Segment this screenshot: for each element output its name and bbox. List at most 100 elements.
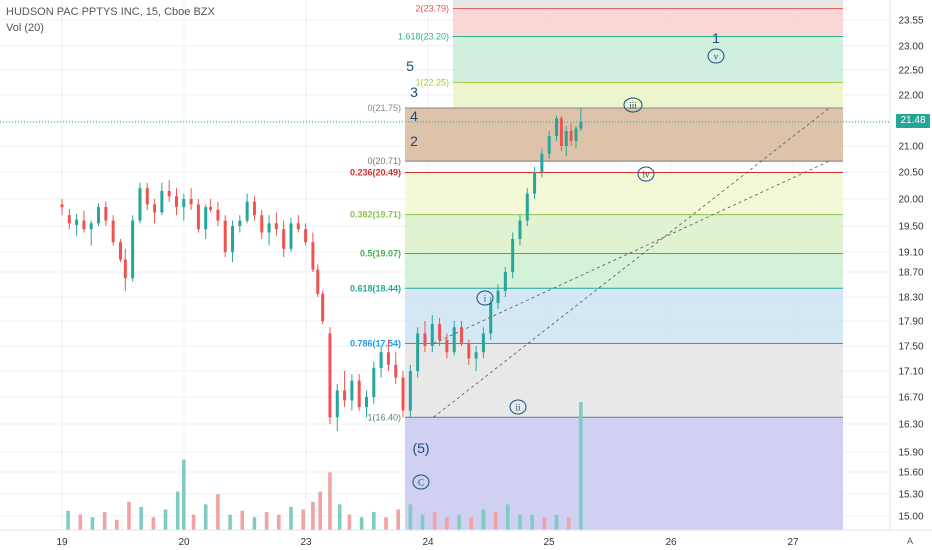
price-tick-label: 15.30: [898, 490, 923, 501]
volume-bar: [203, 504, 208, 530]
time-tick-label: 24: [422, 537, 434, 548]
price-tick-label: 22.00: [898, 91, 923, 102]
candle-body: [511, 239, 515, 272]
candle-body: [209, 207, 213, 210]
volume-bar: [372, 512, 376, 530]
wave-circle: [412, 474, 430, 490]
candle-body: [216, 209, 220, 221]
volume-bar: [566, 517, 571, 530]
candle-body: [555, 118, 559, 136]
volume-bars: [66, 402, 583, 530]
volume-bar: [469, 517, 474, 530]
fib-level-label: 0.236(20.49): [350, 168, 401, 178]
candle-body: [386, 352, 390, 365]
price-tick-label: 16.70: [898, 393, 923, 404]
trendlines: [433, 107, 830, 418]
fib-level-label: 0.618(18.44): [350, 283, 401, 293]
wave-label: 4: [410, 108, 418, 124]
price-tick-label: 22.50: [898, 66, 923, 77]
volume-bar: [337, 504, 342, 530]
fib-level-label: 2(23.79): [415, 4, 449, 14]
wave-label: (5): [412, 440, 429, 456]
volume-bar: [554, 514, 559, 530]
candle-body: [328, 333, 332, 418]
volume-bar: [151, 517, 156, 530]
candle-body: [533, 172, 537, 194]
chart-legend: HUDSON PAC PPTYS INC, 15, Cboe BZX Vol (…: [6, 4, 215, 36]
candle-body: [267, 223, 271, 233]
price-tick-label: 15.90: [898, 448, 923, 459]
volume-bar: [289, 506, 293, 530]
volume-bar: [318, 491, 323, 530]
candles: [60, 108, 583, 431]
candle-body: [304, 229, 308, 243]
candle-body: [430, 324, 434, 346]
trendline: [433, 160, 830, 344]
fib-band: [405, 417, 843, 530]
candle-body: [452, 327, 456, 353]
volume-bar: [240, 510, 245, 530]
volume-bar: [505, 504, 510, 530]
fib-zone-box: [405, 108, 843, 162]
wave-label: iii: [629, 101, 637, 111]
candle-body: [416, 333, 420, 371]
volume-bar: [163, 509, 168, 530]
wave-label: 5: [406, 58, 414, 74]
volume-bar: [445, 517, 449, 530]
wave-circle: [476, 290, 494, 306]
candle-body: [118, 242, 122, 260]
price-tick-label: 21.00: [898, 142, 923, 153]
volume-bar: [457, 514, 461, 530]
time-axis: 19 20 23 24 25 26 27: [0, 529, 932, 548]
fib-band: [453, 36, 843, 83]
price-tick-label: 23.00: [898, 42, 923, 53]
price-tick-label: 20.50: [898, 168, 923, 179]
fib-level-label: 0.382(19.71): [350, 210, 401, 220]
candle-body: [525, 193, 529, 221]
candle-body: [569, 131, 573, 141]
volume-bar: [216, 494, 220, 530]
candle-body: [372, 367, 376, 397]
fib-level-label: 1(22.25): [415, 78, 449, 88]
candle-body: [89, 223, 93, 230]
volume-indicator-label: Vol (20): [6, 22, 44, 34]
volume-bar: [384, 517, 388, 530]
candle-body: [123, 259, 127, 279]
fib-level-label: 0.5(19.07): [360, 249, 401, 259]
volume-bar: [432, 512, 437, 530]
candle-body: [138, 188, 142, 221]
volume-bar: [347, 514, 352, 530]
candle-body: [160, 190, 164, 213]
candle-body: [467, 342, 471, 359]
volume-bar: [66, 510, 70, 530]
candle-body: [153, 204, 157, 213]
fib-band: [453, 0, 843, 9]
candle-body: [252, 201, 256, 216]
price-tick-label: 16.30: [898, 420, 923, 431]
candle-body: [335, 390, 339, 418]
wave-label: 3: [410, 84, 418, 100]
price-tick-label: 23.55: [898, 16, 923, 27]
wave-label: 2: [410, 133, 418, 149]
volume-bar: [530, 514, 534, 530]
candle-body: [460, 327, 464, 343]
auto-scale-button[interactable]: A: [906, 536, 913, 546]
volume-bar: [228, 514, 232, 530]
volume-bar: [518, 514, 522, 530]
fib-level-label: 0(20.71): [367, 156, 401, 166]
time-tick-label: 25: [543, 537, 555, 548]
candle-body: [401, 377, 405, 411]
wave-label: iv: [642, 170, 650, 180]
fib-level-label: 0(21.75): [367, 103, 401, 113]
candle-body: [579, 122, 583, 129]
price-axis: 23.5523.0022.5022.0021.5021.0020.5020.00…: [889, 0, 924, 530]
price-tick-label: 19.50: [898, 222, 923, 233]
candle-body: [321, 293, 325, 321]
volume-bar: [182, 459, 186, 530]
volume-bar: [579, 402, 583, 530]
time-tick-label: 20: [178, 537, 190, 548]
candle-body: [438, 324, 442, 340]
candle-body: [282, 229, 286, 249]
